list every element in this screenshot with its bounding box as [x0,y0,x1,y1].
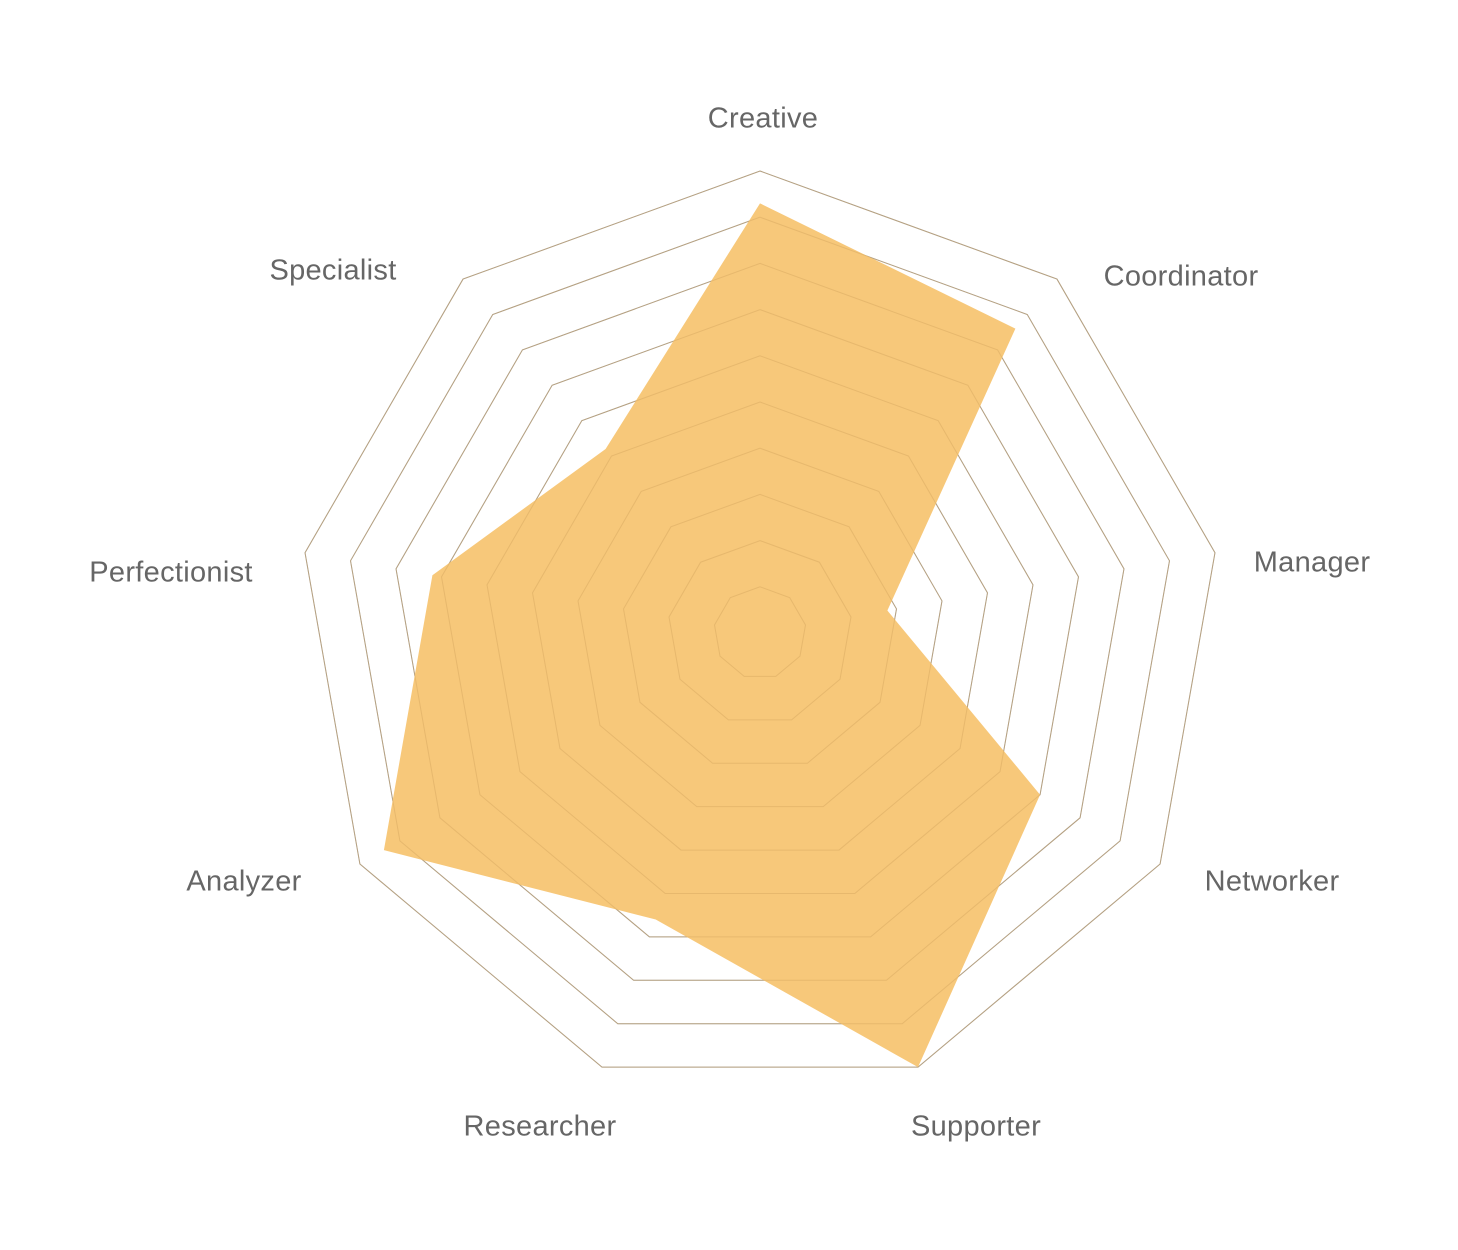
axis-label-manager: Manager [1254,547,1371,579]
grid-ring-10 [304,170,1216,1068]
grid-ring-overlay-7 [440,309,1080,938]
axis-label-coordinator: Coordinator [1104,261,1259,293]
axis-label-supporter: Supporter [911,1111,1041,1143]
grid-ring-overlay-5 [531,401,989,851]
grid-ring-overlay-3 [622,493,898,764]
axis-label-specialist: Specialist [269,255,396,287]
grid-ring-8 [395,262,1125,981]
axis-label-networker: Networker [1205,866,1340,898]
series-area-0 [383,203,1041,1068]
grid-ring-overlay-9 [349,216,1171,1025]
grid-ring-overlay-6 [486,355,1034,894]
axis-label-analyzer: Analyzer [186,866,301,898]
radar-axis-labels: Creative Coordinator Manager Networker Suppo… [89,103,1370,1143]
axis-label-perfectionist: Perfectionist [89,557,252,589]
grid-ring-9 [349,216,1171,1025]
grid-ring-overlay-2 [668,540,852,721]
radar-grid-overlay [304,170,1216,1068]
radar-series-area [383,203,1041,1068]
axis-label-creative: Creative [708,103,818,135]
grid-ring-overlay-4 [577,447,943,808]
grid-ring-overlay-8 [395,262,1125,981]
grid-ring-overlay-1 [713,586,807,677]
grid-ring-overlay-10 [304,170,1216,1068]
axis-label-researcher: Researcher [464,1111,617,1143]
